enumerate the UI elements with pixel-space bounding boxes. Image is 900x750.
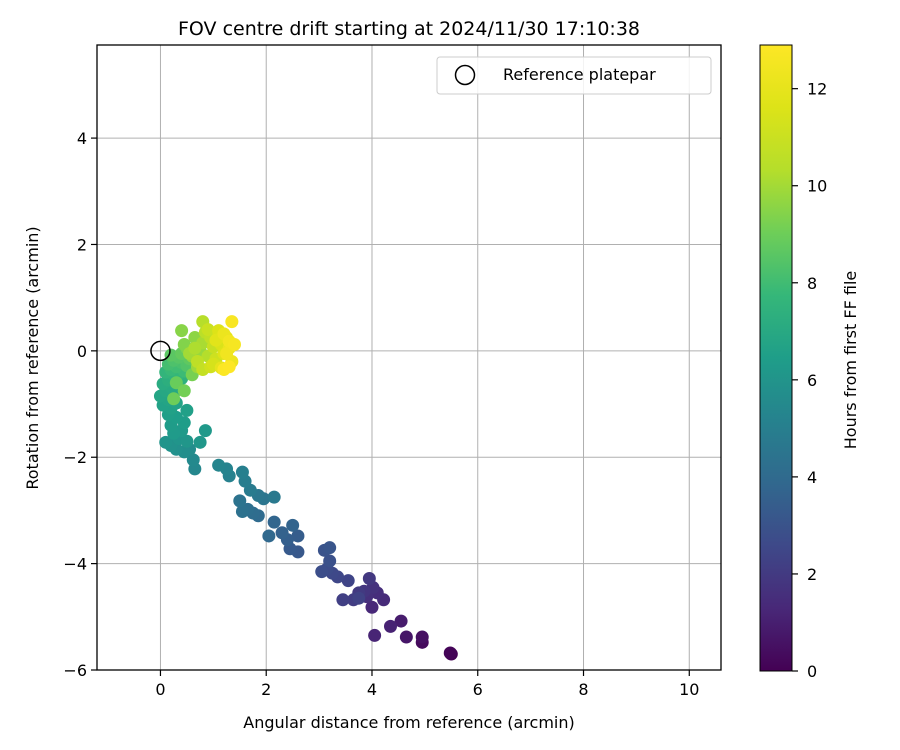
data-point — [336, 593, 350, 607]
data-point — [167, 392, 181, 406]
data-point — [262, 529, 276, 543]
grid-lines — [97, 45, 721, 671]
reference-platepar-marker — [150, 340, 171, 362]
y-tick-label: 0 — [77, 342, 87, 361]
data-point — [225, 315, 239, 329]
legend-label: Reference platepar — [503, 65, 656, 84]
data-point — [180, 434, 194, 448]
data-point — [159, 435, 173, 449]
x-tick-label: 6 — [473, 680, 483, 699]
data-point — [383, 619, 397, 633]
data-point — [275, 526, 289, 540]
data-point — [394, 614, 408, 628]
data-point — [222, 360, 236, 374]
y-tick-label: 2 — [77, 235, 87, 254]
data-point — [212, 458, 226, 472]
data-point — [352, 591, 366, 605]
data-point — [399, 630, 413, 644]
data-point — [177, 384, 191, 398]
x-tick-label: 8 — [578, 680, 588, 699]
data-point — [186, 453, 200, 467]
data-points — [153, 315, 458, 661]
x-axis-label: Angular distance from reference (arcmin) — [243, 713, 574, 732]
data-point — [368, 628, 382, 642]
data-point — [267, 515, 281, 529]
x-tick-label: 0 — [155, 680, 165, 699]
colorbar-ticks: 0 2 4 6 8 10 12 — [792, 80, 827, 681]
colorbar: 0 2 4 6 8 10 12 Hours from first FF file — [759, 44, 860, 681]
data-point — [323, 554, 337, 568]
data-point — [164, 348, 178, 362]
legend-reference-marker — [454, 64, 476, 86]
colorbar-gradient — [759, 44, 793, 672]
data-point — [193, 435, 207, 449]
data-point — [188, 341, 202, 355]
x-tick-label: 10 — [679, 680, 699, 699]
colorbar-label: Hours from first FF file — [841, 271, 860, 450]
data-point — [341, 574, 355, 588]
data-point — [286, 518, 300, 532]
y-axis-ticks: −6 −4 −2 0 2 4 — [63, 129, 97, 680]
y-tick-label: −4 — [63, 555, 87, 574]
colorbar-tick-label: 12 — [807, 80, 827, 99]
colorbar-tick-label: 4 — [807, 468, 817, 487]
legend: Reference platepar — [436, 56, 712, 95]
y-axis-label: Rotation from reference (arcmin) — [23, 226, 42, 489]
colorbar-tick-label: 6 — [807, 371, 817, 390]
colorbar-tick-label: 0 — [807, 662, 817, 681]
data-point — [201, 323, 215, 337]
data-point — [291, 529, 305, 543]
data-point — [365, 600, 379, 614]
colorbar-tick-label: 2 — [807, 565, 817, 584]
data-point — [220, 347, 234, 361]
x-axis-ticks: 0 2 4 6 8 10 — [155, 670, 699, 699]
data-point — [323, 541, 337, 555]
legend-box — [436, 56, 712, 95]
x-tick-label: 2 — [261, 680, 271, 699]
data-point — [198, 424, 212, 438]
data-point — [315, 565, 329, 579]
data-point — [443, 646, 457, 660]
chart-title: FOV centre drift starting at 2024/11/30 … — [178, 18, 640, 40]
colorbar-tick-label: 8 — [807, 274, 817, 293]
colorbar-tick-label: 10 — [807, 177, 827, 196]
data-point — [267, 490, 281, 504]
data-point — [235, 465, 249, 479]
data-point — [362, 572, 376, 586]
plot-frame — [96, 44, 722, 671]
data-point — [415, 630, 429, 644]
data-point — [227, 337, 241, 351]
data-point — [180, 403, 194, 417]
y-tick-label: −6 — [63, 661, 87, 680]
data-point — [169, 376, 183, 390]
y-tick-label: −2 — [63, 448, 87, 467]
data-point — [175, 324, 189, 338]
y-tick-label: 4 — [77, 129, 87, 148]
x-tick-label: 4 — [367, 680, 377, 699]
data-point — [233, 494, 247, 508]
data-point — [235, 504, 249, 518]
